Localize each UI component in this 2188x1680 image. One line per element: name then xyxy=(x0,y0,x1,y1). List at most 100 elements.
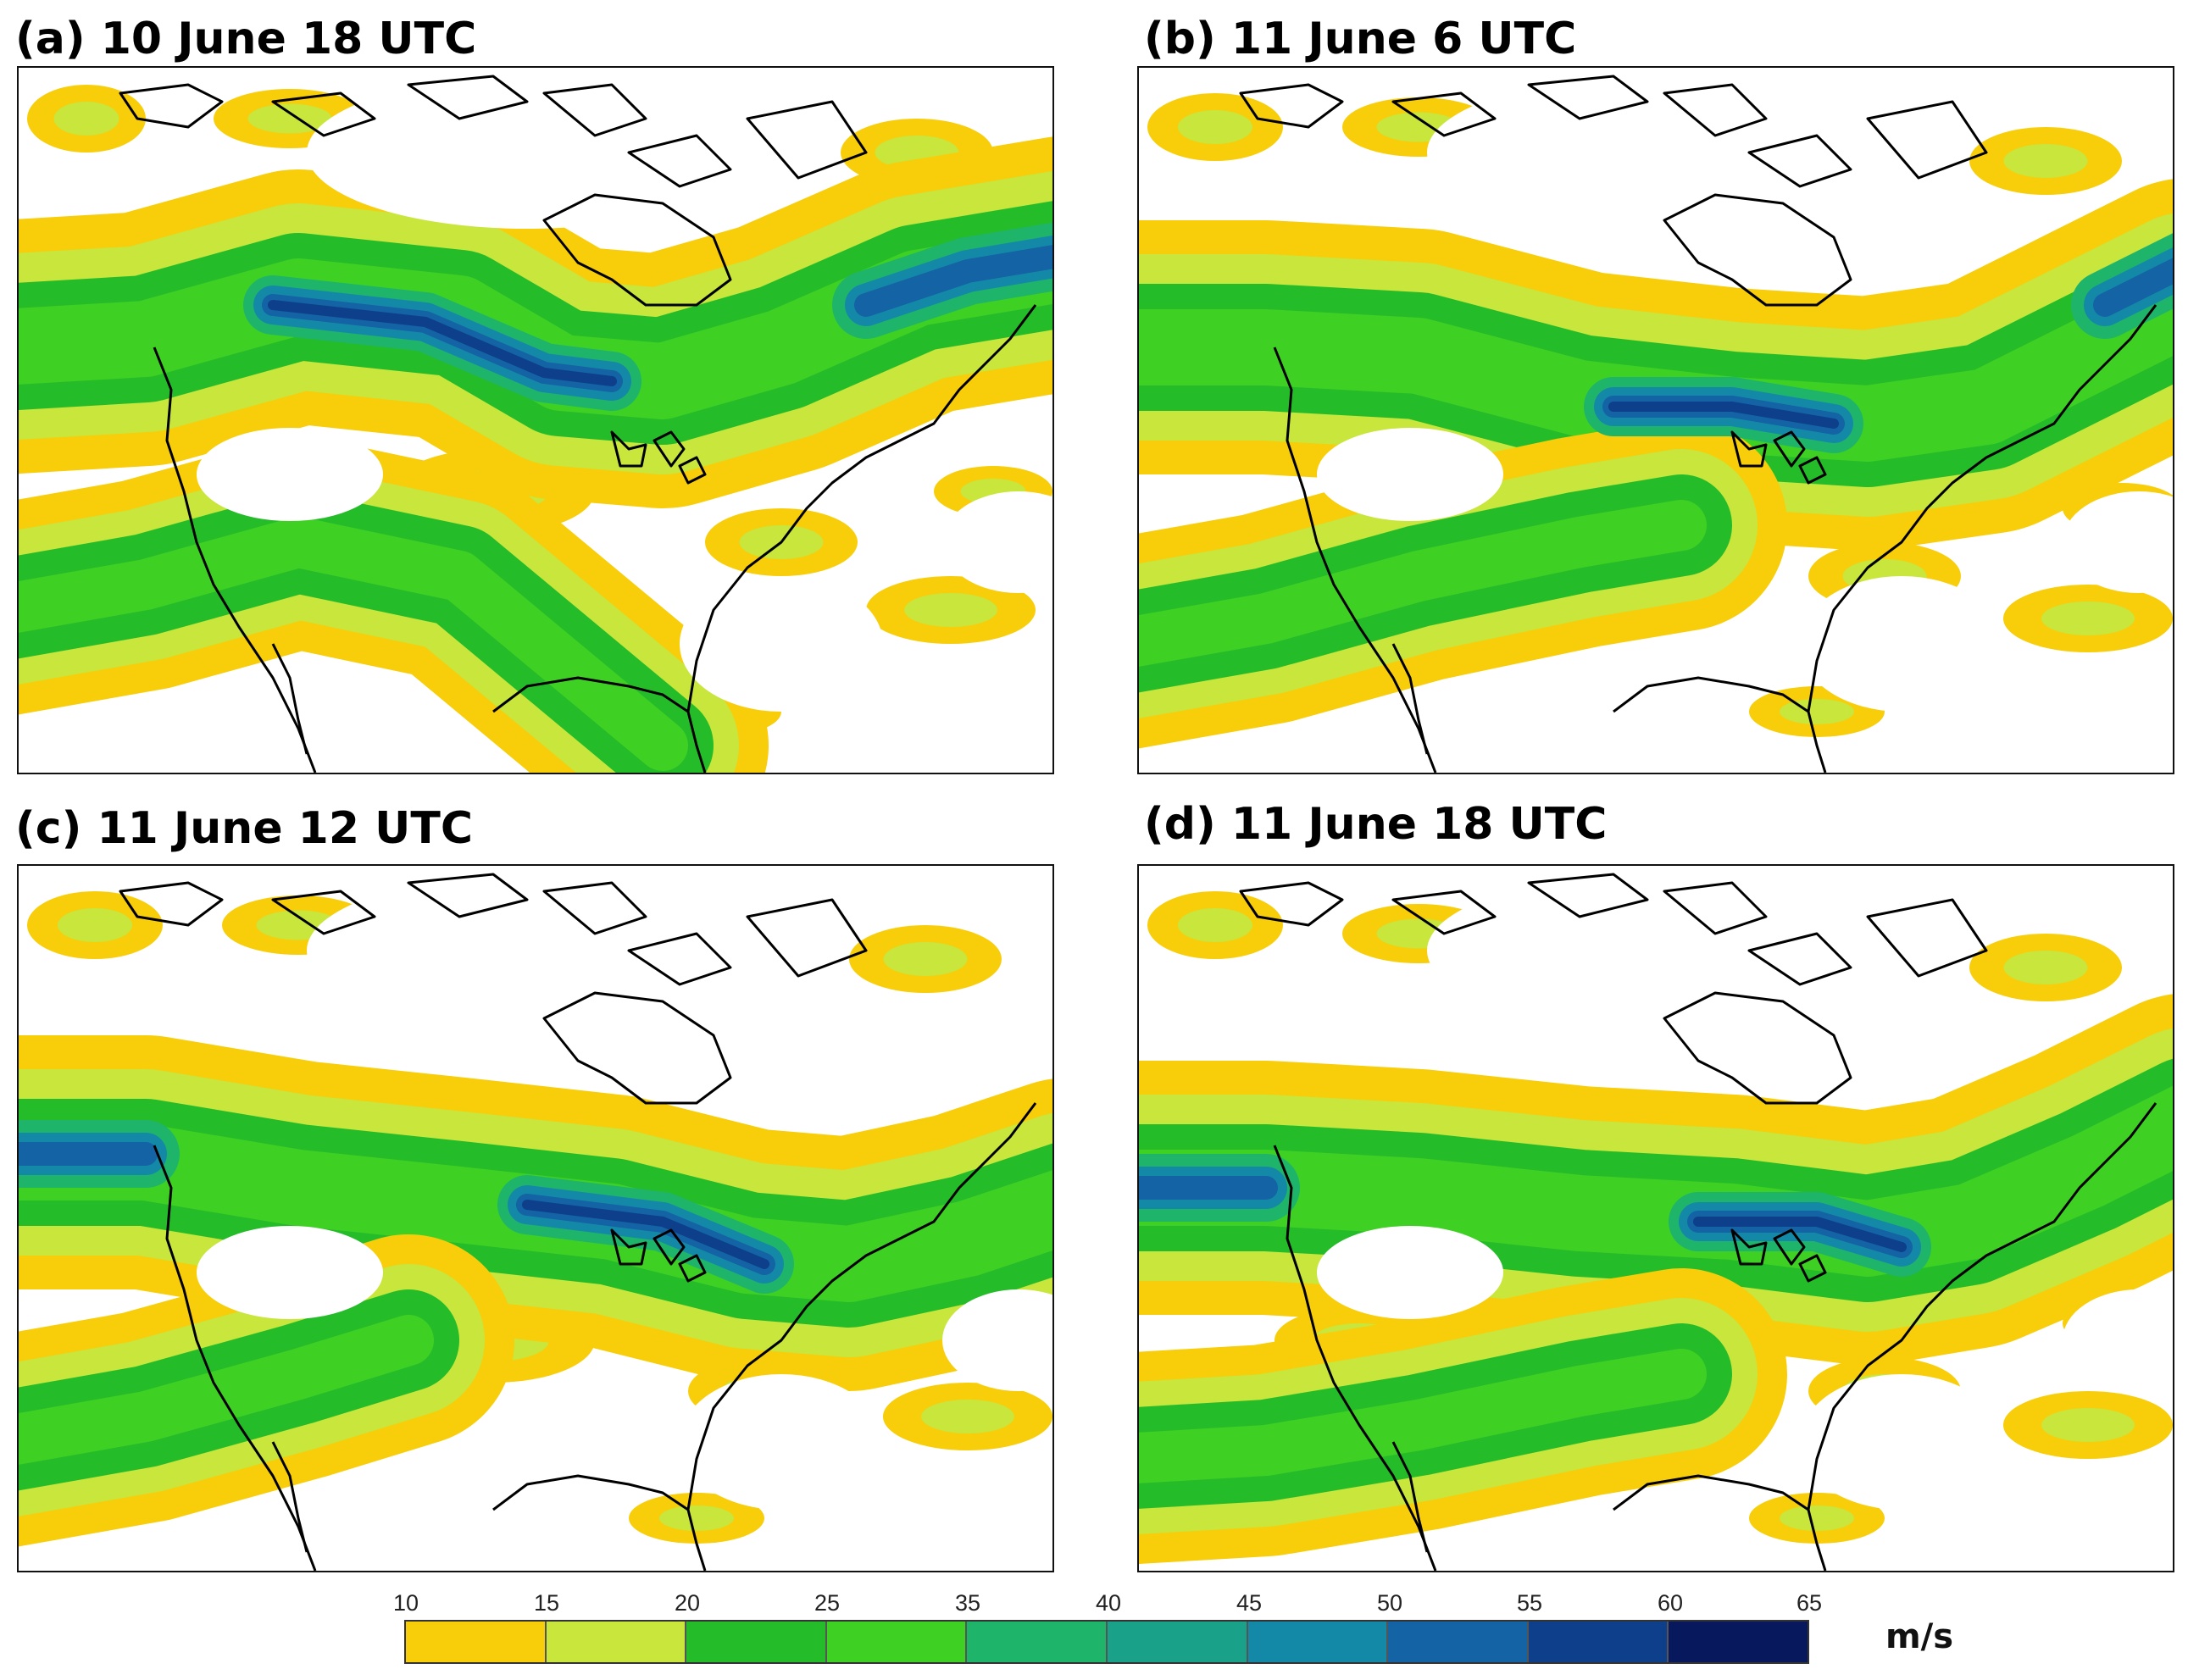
coastline xyxy=(1663,193,1852,307)
coastline xyxy=(1747,134,1852,188)
calm-area xyxy=(680,576,883,712)
coastlines xyxy=(1239,873,2157,1571)
colorbar-tick: 65 xyxy=(1796,1590,1823,1616)
coastline xyxy=(1866,898,1988,978)
panel-title-c: (c) 11 June 12 UTC xyxy=(15,803,474,854)
wind-speed-fill xyxy=(1139,76,2173,749)
calm-area xyxy=(2063,491,2173,593)
colorbar-tick: 60 xyxy=(1657,1590,1684,1616)
coastlines xyxy=(119,75,1037,773)
coastline xyxy=(407,873,529,918)
coastline xyxy=(1663,881,1768,935)
jet-core-55 xyxy=(522,1200,769,1269)
jet-core-50 xyxy=(854,245,1052,317)
coastline xyxy=(153,347,317,773)
colorbar-swatch xyxy=(1107,1622,1248,1662)
colorbar-tick: 10 xyxy=(392,1590,419,1616)
colorbar-tick: 15 xyxy=(533,1590,560,1616)
coastline xyxy=(686,304,1037,712)
wind-speed-fill xyxy=(19,76,1052,773)
colorbar-swatch xyxy=(826,1622,968,1662)
coastline xyxy=(271,890,376,935)
coastline xyxy=(1391,1441,1429,1553)
wind-patch xyxy=(883,942,968,976)
panel-title-a: (a) 10 June 18 UTC xyxy=(15,14,477,64)
coastline xyxy=(1730,1228,1768,1266)
wind-patch xyxy=(1780,1505,1854,1531)
coastline xyxy=(1798,456,1827,485)
coastline xyxy=(1773,430,1806,468)
colorbar-unit-label: m/s xyxy=(1885,1617,1954,1656)
coastline xyxy=(119,83,224,129)
jet-core-55 xyxy=(1608,402,1839,429)
wind-speed-map-d xyxy=(1139,873,2173,1571)
colorbar-swatch xyxy=(686,1622,827,1662)
wind-patch xyxy=(921,1400,1014,1433)
wind-speed-map-b xyxy=(1139,75,2173,773)
colorbar-swatch xyxy=(1669,1622,1808,1662)
wind-patch xyxy=(1178,110,1252,144)
colorbar-tick: 35 xyxy=(954,1590,981,1616)
map-panel-a xyxy=(17,66,1054,774)
wind-speed-map-c xyxy=(19,873,1052,1571)
coastline xyxy=(492,1474,707,1571)
coastline xyxy=(610,1228,647,1266)
colorbar-tick: 25 xyxy=(814,1590,841,1616)
panel-title-d: (d) 11 June 18 UTC xyxy=(1144,799,1608,850)
coastline xyxy=(1747,932,1852,986)
coastline xyxy=(1613,676,1827,773)
coastline xyxy=(1807,1102,2157,1511)
coastline xyxy=(1391,890,1497,935)
colorbar-swatch xyxy=(1528,1622,1669,1662)
coastline xyxy=(746,898,868,978)
colorbar-tick: 50 xyxy=(1376,1590,1403,1616)
coastline xyxy=(1273,347,1437,773)
coastlines xyxy=(1239,75,2157,773)
wind-patch xyxy=(53,102,119,136)
calm-area xyxy=(1800,1374,2003,1510)
colorbar-tick: 55 xyxy=(1516,1590,1543,1616)
coastline xyxy=(1773,1228,1806,1266)
coastline xyxy=(627,932,732,986)
wind-speed-map-a xyxy=(19,75,1052,773)
calm-area xyxy=(307,874,747,1027)
wind-patch xyxy=(659,1505,734,1531)
coastline xyxy=(1391,91,1497,137)
map-panel-c xyxy=(17,864,1054,1572)
coastline xyxy=(542,991,732,1105)
coastline xyxy=(653,1228,686,1266)
coastlines xyxy=(119,873,1037,1571)
coastline xyxy=(746,100,868,180)
calm-area xyxy=(680,1374,883,1510)
coastline xyxy=(627,134,732,188)
calm-area xyxy=(197,428,383,521)
coastline xyxy=(1866,100,1988,180)
wind-patch xyxy=(2041,1408,2135,1442)
wind-patch xyxy=(2003,951,2088,984)
map-panel-d xyxy=(1137,864,2174,1572)
coastline xyxy=(542,881,647,935)
calm-area xyxy=(2063,1289,2173,1391)
coastline xyxy=(271,1441,308,1553)
coastline xyxy=(119,881,224,927)
calm-area xyxy=(197,1226,383,1319)
colorbar-bar xyxy=(404,1620,1809,1664)
wind-patch xyxy=(904,593,997,627)
jet-band-25 xyxy=(1139,500,1707,667)
jet-band-25 xyxy=(1139,1349,1707,1483)
coastline xyxy=(1798,1254,1827,1283)
jet-band-25 xyxy=(19,517,688,771)
calm-area xyxy=(1317,1226,1503,1319)
coastline xyxy=(653,430,686,468)
coastline xyxy=(542,193,732,307)
coastline xyxy=(271,91,376,137)
jet-core-55 xyxy=(268,300,617,386)
calm-area xyxy=(1800,576,2003,712)
coastline xyxy=(686,1102,1037,1511)
coastline xyxy=(271,643,308,755)
calm-area xyxy=(1427,76,1868,229)
coastline xyxy=(1273,1145,1437,1571)
colorbar-swatch xyxy=(1388,1622,1529,1662)
coastline xyxy=(1239,83,1344,129)
coastline xyxy=(492,676,707,773)
